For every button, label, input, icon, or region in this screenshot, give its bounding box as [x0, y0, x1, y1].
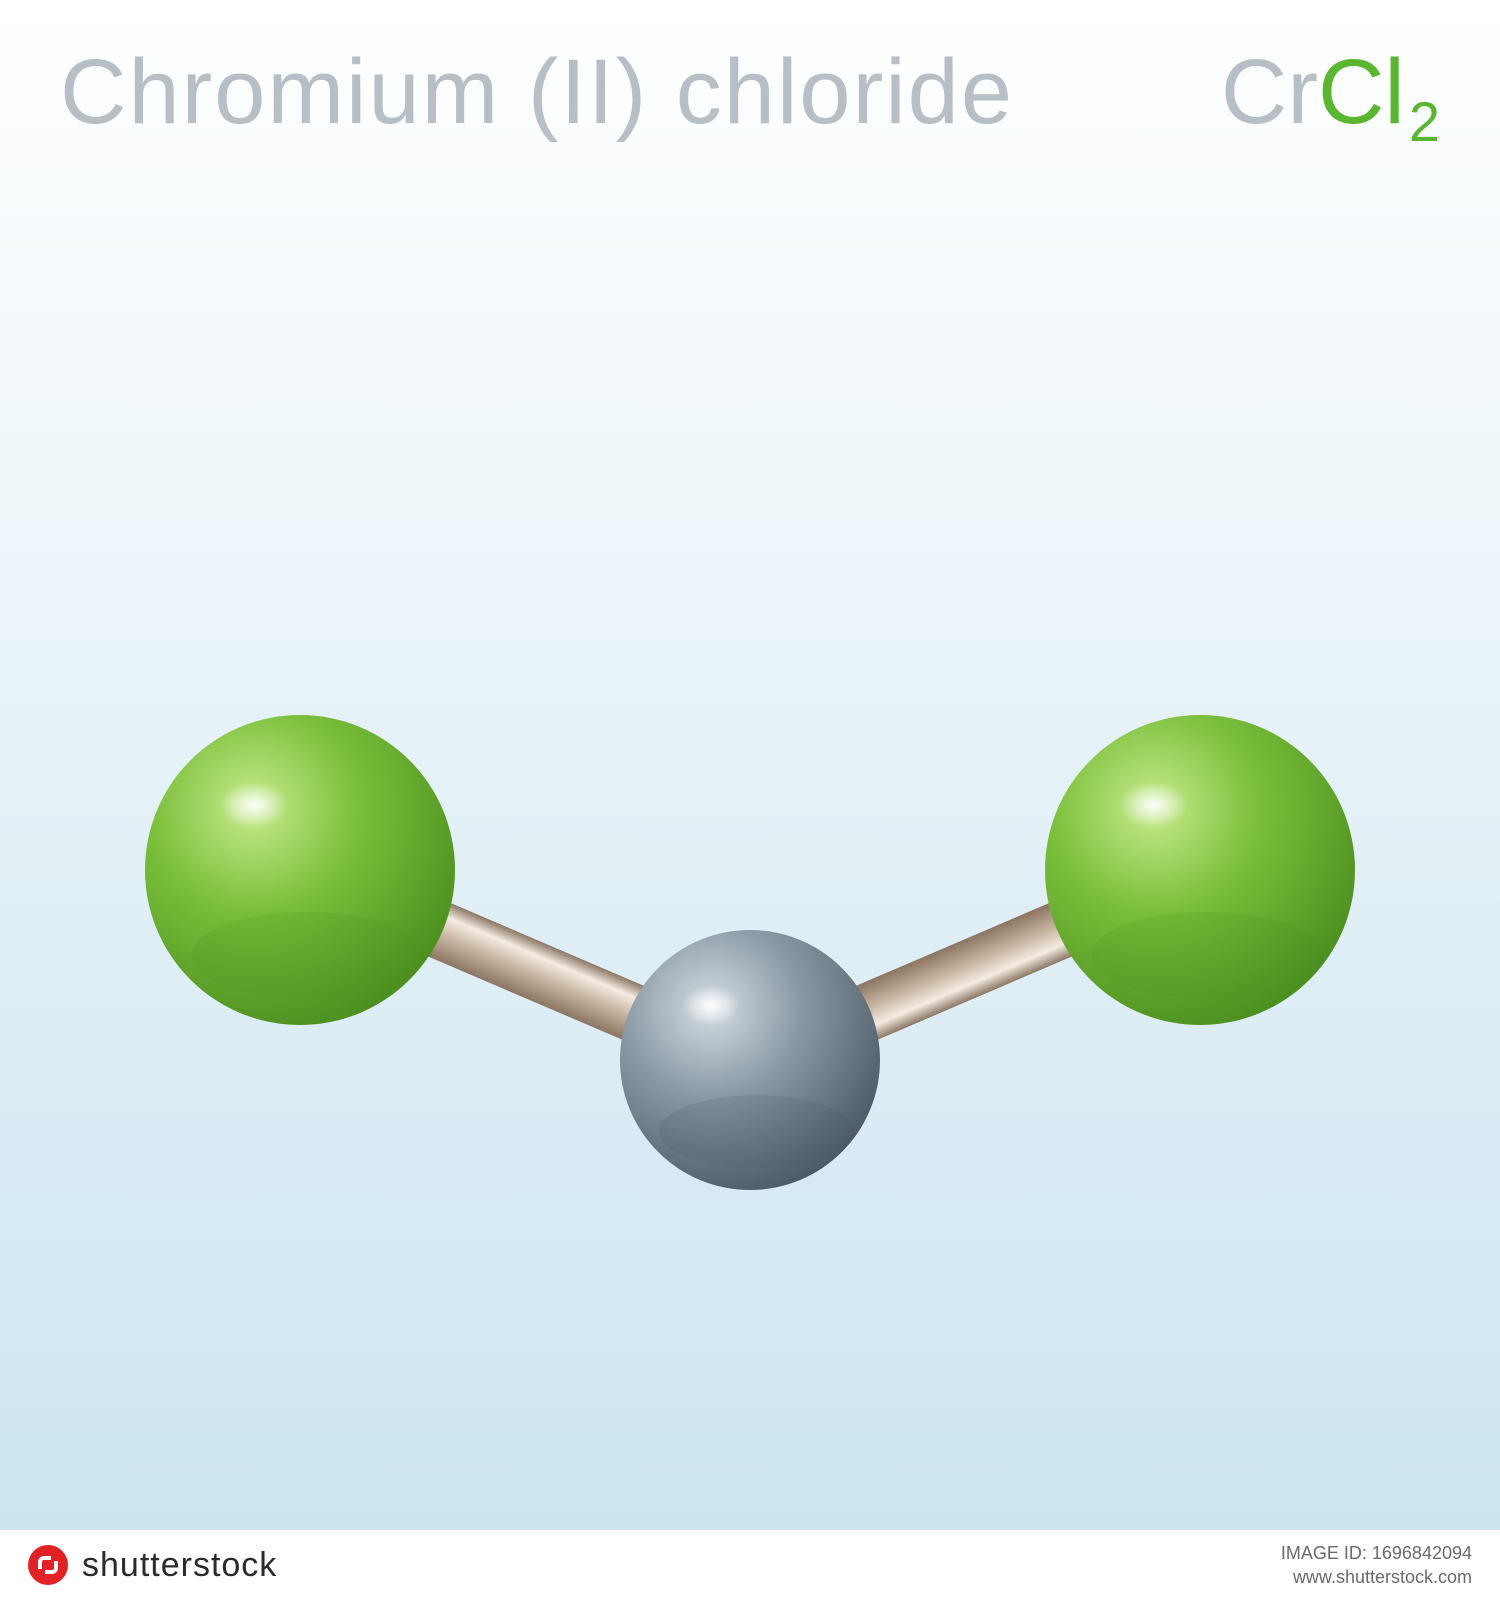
diagram-canvas — [0, 0, 1500, 1600]
image-id-line: IMAGE ID: 1696842094 — [1281, 1541, 1472, 1565]
footer-left: shutterstock — [28, 1545, 277, 1585]
compound-title: Chromium (II) chloride — [60, 40, 1014, 145]
shutterstock-wordmark: shutterstock — [82, 1546, 277, 1585]
formula-subscript: 2 — [1409, 89, 1440, 154]
formula-element: Cl — [1318, 40, 1405, 145]
source-url: www.shutterstock.com — [1281, 1565, 1472, 1589]
atom-Cl — [145, 715, 455, 1025]
footer-bar: shutterstock IMAGE ID: 1696842094 www.sh… — [0, 1530, 1500, 1600]
formula-element: Cr — [1221, 40, 1318, 145]
stage: Chromium (II) chloride CrCl2 shutterstoc… — [0, 0, 1500, 1600]
compound-formula: CrCl2 — [1221, 40, 1440, 145]
atom-Cr — [620, 930, 880, 1190]
shutterstock-logo-icon — [28, 1545, 68, 1585]
atom-Cl — [1045, 715, 1355, 1025]
footer-right: IMAGE ID: 1696842094 www.shutterstock.co… — [1281, 1541, 1472, 1590]
image-id-label: IMAGE ID: — [1281, 1543, 1372, 1563]
image-id-value: 1696842094 — [1372, 1543, 1472, 1563]
header: Chromium (II) chloride CrCl2 — [60, 40, 1440, 145]
